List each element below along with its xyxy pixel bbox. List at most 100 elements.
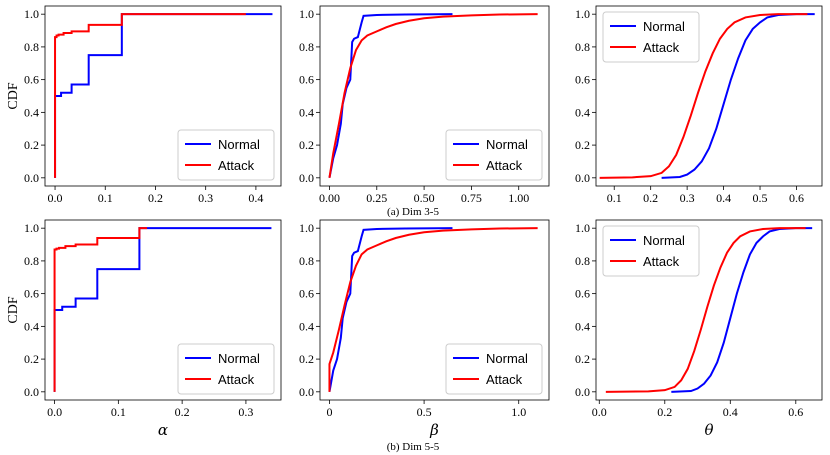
y-tick-label: 1.0 [299, 7, 314, 21]
legend-label-attack: Attack [643, 40, 680, 55]
y-tick-label: 0.6 [575, 73, 590, 87]
legend-box [445, 343, 543, 395]
x-tick-label: 1.0 [511, 405, 526, 419]
plot-frame [319, 5, 550, 187]
x-tick-label: 0.2 [657, 405, 672, 419]
x-axis-title: β [429, 421, 439, 439]
legend-label-attack: Attack [218, 372, 255, 387]
y-axis-title: CDF [6, 82, 21, 109]
plot-frame [595, 219, 823, 401]
x-axis-title: α [158, 421, 168, 439]
x-tick-label: 0.2 [148, 191, 163, 205]
y-tick-label: 0.2 [299, 352, 314, 366]
x-tick-label: 0.1 [607, 191, 622, 205]
chart-panel-1: 0.0 0.1 0.2 0.3 0.4 0.0 0.2 0.4 0.6 0.8 1.0 CDF Norm… [6, 5, 282, 205]
series-line-attack [328, 227, 538, 392]
plot-frame [595, 5, 823, 187]
legend: Normal Attack [445, 129, 543, 181]
legend-label-normal: Normal [218, 351, 260, 366]
y-tick-label: 0.8 [575, 40, 590, 54]
y-tick-label: 0.0 [575, 385, 590, 399]
chart-panel-5: 0 0.5 1.0 0.0 0.2 0.4 0.6 0.8 1.0 β Normal Attack [299, 219, 550, 439]
legend-box [602, 11, 700, 63]
series-line-attack [328, 13, 538, 178]
legend-box [177, 129, 275, 181]
x-tick-label: 0 [326, 405, 332, 419]
x-tick-label: 0.1 [98, 191, 113, 205]
x-tick-label: 0.4 [723, 405, 738, 419]
legend: Normal Attack [602, 11, 700, 63]
series-line-attack [54, 13, 246, 178]
y-tick-label: 1.0 [575, 7, 590, 21]
legend-label-normal: Normal [218, 137, 260, 152]
legend: Normal Attack [602, 225, 700, 277]
legend-label-attack: Attack [218, 158, 255, 173]
series-line-attack [599, 13, 808, 179]
y-tick-label: 0.8 [299, 40, 314, 54]
legend-label-attack: Attack [486, 372, 523, 387]
x-tick-label: 0.4 [248, 191, 263, 205]
legend: Normal Attack [445, 343, 543, 395]
legend-label-attack: Attack [643, 254, 680, 269]
y-tick-label: 0.0 [299, 171, 314, 185]
x-tick-label: 0.0 [48, 191, 63, 205]
y-tick-label: 0.0 [24, 385, 39, 399]
x-tick-label: 0.3 [680, 191, 695, 205]
legend-box [602, 225, 700, 277]
y-tick-label: 1.0 [24, 7, 39, 21]
y-tick-label: 0.2 [24, 138, 39, 152]
y-tick-label: 0.6 [24, 287, 39, 301]
y-tick-label: 0.4 [299, 105, 314, 119]
chart-panel-3: 0.1 0.2 0.3 0.4 0.5 0.6 0.0 0.2 0.4 0.6 0.8 1.0 Norm… [575, 5, 823, 205]
x-tick-label: 1.00 [508, 191, 529, 205]
chart-panel-4: 0.0 0.1 0.2 0.3 0.0 0.2 0.4 0.6 0.8 1.0 CDF α Normal… [6, 219, 282, 439]
caption-bottom: (b) Dim 5-5 [387, 441, 440, 453]
y-tick-label: 0.4 [24, 105, 39, 119]
caption-top: (a) Dim 3-5 [387, 206, 439, 218]
legend-label-normal: Normal [643, 233, 685, 248]
x-tick-label: 0.0 [47, 405, 62, 419]
y-tick-label: 0.2 [575, 138, 590, 152]
y-tick-label: 0.8 [24, 40, 39, 54]
plot-frame [44, 219, 282, 401]
y-tick-label: 0.4 [24, 319, 39, 333]
x-tick-label: 0.0 [592, 405, 607, 419]
series-line-normal [328, 13, 453, 179]
y-tick-label: 0.6 [299, 287, 314, 301]
y-tick-label: 0.4 [575, 319, 590, 333]
y-tick-label: 0.6 [24, 73, 39, 87]
legend-label-attack: Attack [486, 158, 523, 173]
series-line-normal [671, 227, 813, 393]
y-tick-label: 0.0 [299, 385, 314, 399]
x-tick-label: 0.3 [198, 191, 213, 205]
legend: Normal Attack [177, 343, 275, 395]
y-tick-label: 0.2 [299, 138, 314, 152]
y-tick-label: 0.6 [575, 287, 590, 301]
y-tick-label: 0.8 [575, 254, 590, 268]
y-tick-label: 1.0 [24, 221, 39, 235]
series-line-attack [53, 227, 148, 392]
legend-label-normal: Normal [486, 137, 528, 152]
x-tick-label: 0.2 [643, 191, 658, 205]
x-tick-label: 0.5 [753, 191, 768, 205]
y-tick-label: 0.0 [24, 171, 39, 185]
legend-box [177, 343, 275, 395]
y-tick-label: 0.4 [575, 105, 590, 119]
y-tick-label: 0.2 [575, 352, 590, 366]
y-tick-label: 0.2 [24, 352, 39, 366]
y-tick-label: 1.0 [299, 221, 314, 235]
legend-box [445, 129, 543, 181]
x-tick-label: 0.5 [417, 405, 432, 419]
plot-frame [319, 219, 550, 401]
x-tick-label: 0.2 [175, 405, 190, 419]
x-tick-label: 0.6 [788, 405, 803, 419]
y-axis-title: CDF [6, 296, 21, 323]
series-line-normal [54, 13, 273, 178]
x-tick-label: 0.1 [111, 405, 126, 419]
y-tick-label: 0.0 [575, 171, 590, 185]
x-tick-label: 0.00 [319, 191, 340, 205]
x-axis-title: θ [704, 421, 713, 439]
plot-frame [44, 5, 282, 187]
x-tick-label: 0.75 [461, 191, 482, 205]
